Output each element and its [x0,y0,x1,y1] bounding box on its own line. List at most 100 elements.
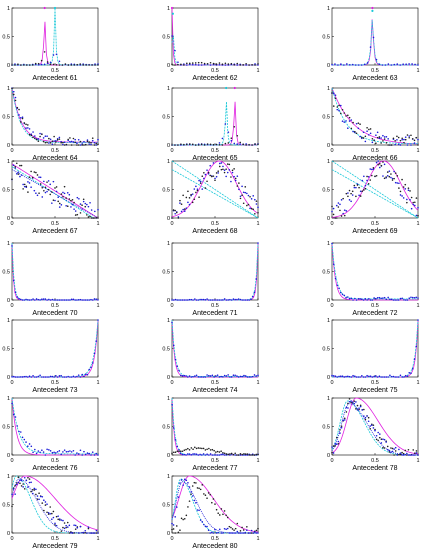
data-point-blue [257,532,259,534]
data-point-blue [179,299,182,301]
data-point-blue [403,376,405,378]
data-point-blue [77,138,80,141]
data-point-dark [23,64,25,66]
data-point-blue [195,374,198,377]
data-point-blue [25,127,27,129]
data-point-blue [389,374,391,377]
data-point-dark [90,142,92,144]
data-point-dark [208,447,210,450]
data-point-blue [63,449,66,451]
x-tick-label: 0 [170,221,173,227]
data-point-blue [94,210,96,213]
data-point-dark [171,528,173,531]
data-point-blue [51,143,54,145]
data-point-blue [34,299,36,301]
data-point-blue [371,141,374,144]
data-point-blue [375,434,378,437]
data-point-dark [399,190,402,193]
data-point-dark [19,164,21,167]
data-point-blue [97,319,99,321]
data-point-blue [197,454,200,456]
data-point-dark [221,144,224,146]
data-point-blue [207,173,210,175]
data-point-dark [406,134,409,136]
data-point-blue [377,431,379,434]
data-point-dark [399,139,402,142]
data-point-dark [225,453,228,455]
data-point-dark [342,197,344,200]
data-point-blue [331,210,333,213]
data-point-dark [351,190,354,193]
data-point-blue [214,528,216,531]
data-point-blue [49,299,52,301]
data-point-blue [42,298,45,300]
data-point-blue [187,453,189,455]
data-point-blue [239,375,242,378]
x-tick-label: 1 [416,380,419,386]
data-point-blue [14,493,16,495]
data-point-blue [342,419,344,421]
data-point-blue [213,454,215,456]
data-point-blue [373,375,375,378]
data-point-dark [39,135,41,138]
x-axis-label: Antecedent 62 [192,75,237,82]
data-point-dark [337,206,340,208]
data-point-dark [17,173,20,175]
x-tick-label: 0.5 [211,380,219,386]
plot-frame [11,7,99,66]
x-tick-label: 0.5 [211,148,219,154]
data-point-blue [18,430,20,433]
data-point-dark [254,64,256,66]
data-point-blue [191,193,194,195]
data-point-dark [234,527,237,530]
data-point-dark [245,62,247,65]
data-point-blue [222,299,224,301]
data-point-blue [79,525,82,528]
membership-curve-magenta [331,397,419,455]
data-point-dark [171,144,173,146]
membership-peak-cyan [172,101,258,146]
data-point-blue [48,142,50,144]
data-point-blue [394,376,396,378]
data-point-blue [58,299,61,301]
data-point-dark [14,484,16,487]
data-point-blue [201,454,203,456]
data-point-blue [63,527,66,530]
data-point-blue [88,368,91,371]
data-point-blue [339,375,342,377]
data-point-blue [234,532,237,534]
x-tick-label: 0.5 [211,68,219,74]
y-tick-label: 0.5 [162,115,170,121]
data-point-blue [182,484,184,486]
data-point-blue [12,164,15,167]
data-point-dark [46,181,48,183]
data-point-dark [254,143,256,145]
data-point-blue [368,297,370,300]
data-point-blue [363,415,365,417]
data-point-blue [232,374,235,377]
data-point-blue [216,299,219,301]
data-point-blue [252,532,255,534]
data-point-blue [252,195,255,197]
data-point-dark [182,194,184,197]
data-point-blue [233,175,235,178]
data-point-dark [236,185,239,187]
data-point-blue [401,376,404,378]
data-point-dark [245,144,247,146]
data-point-blue [212,162,215,164]
data-point-dark [195,482,197,484]
plot-frame [331,319,419,378]
data-point-dark [332,105,335,107]
data-point-dark [366,175,368,178]
data-point-dark [40,59,43,62]
data-point-dark [198,196,200,198]
data-point-blue [350,400,352,402]
data-point-blue [34,376,36,378]
data-point-blue [338,287,340,290]
plot-frame [11,319,99,378]
data-point-blue [39,451,41,454]
data-point-blue [37,138,40,140]
data-point-blue [194,375,196,377]
data-point-blue [19,431,22,433]
